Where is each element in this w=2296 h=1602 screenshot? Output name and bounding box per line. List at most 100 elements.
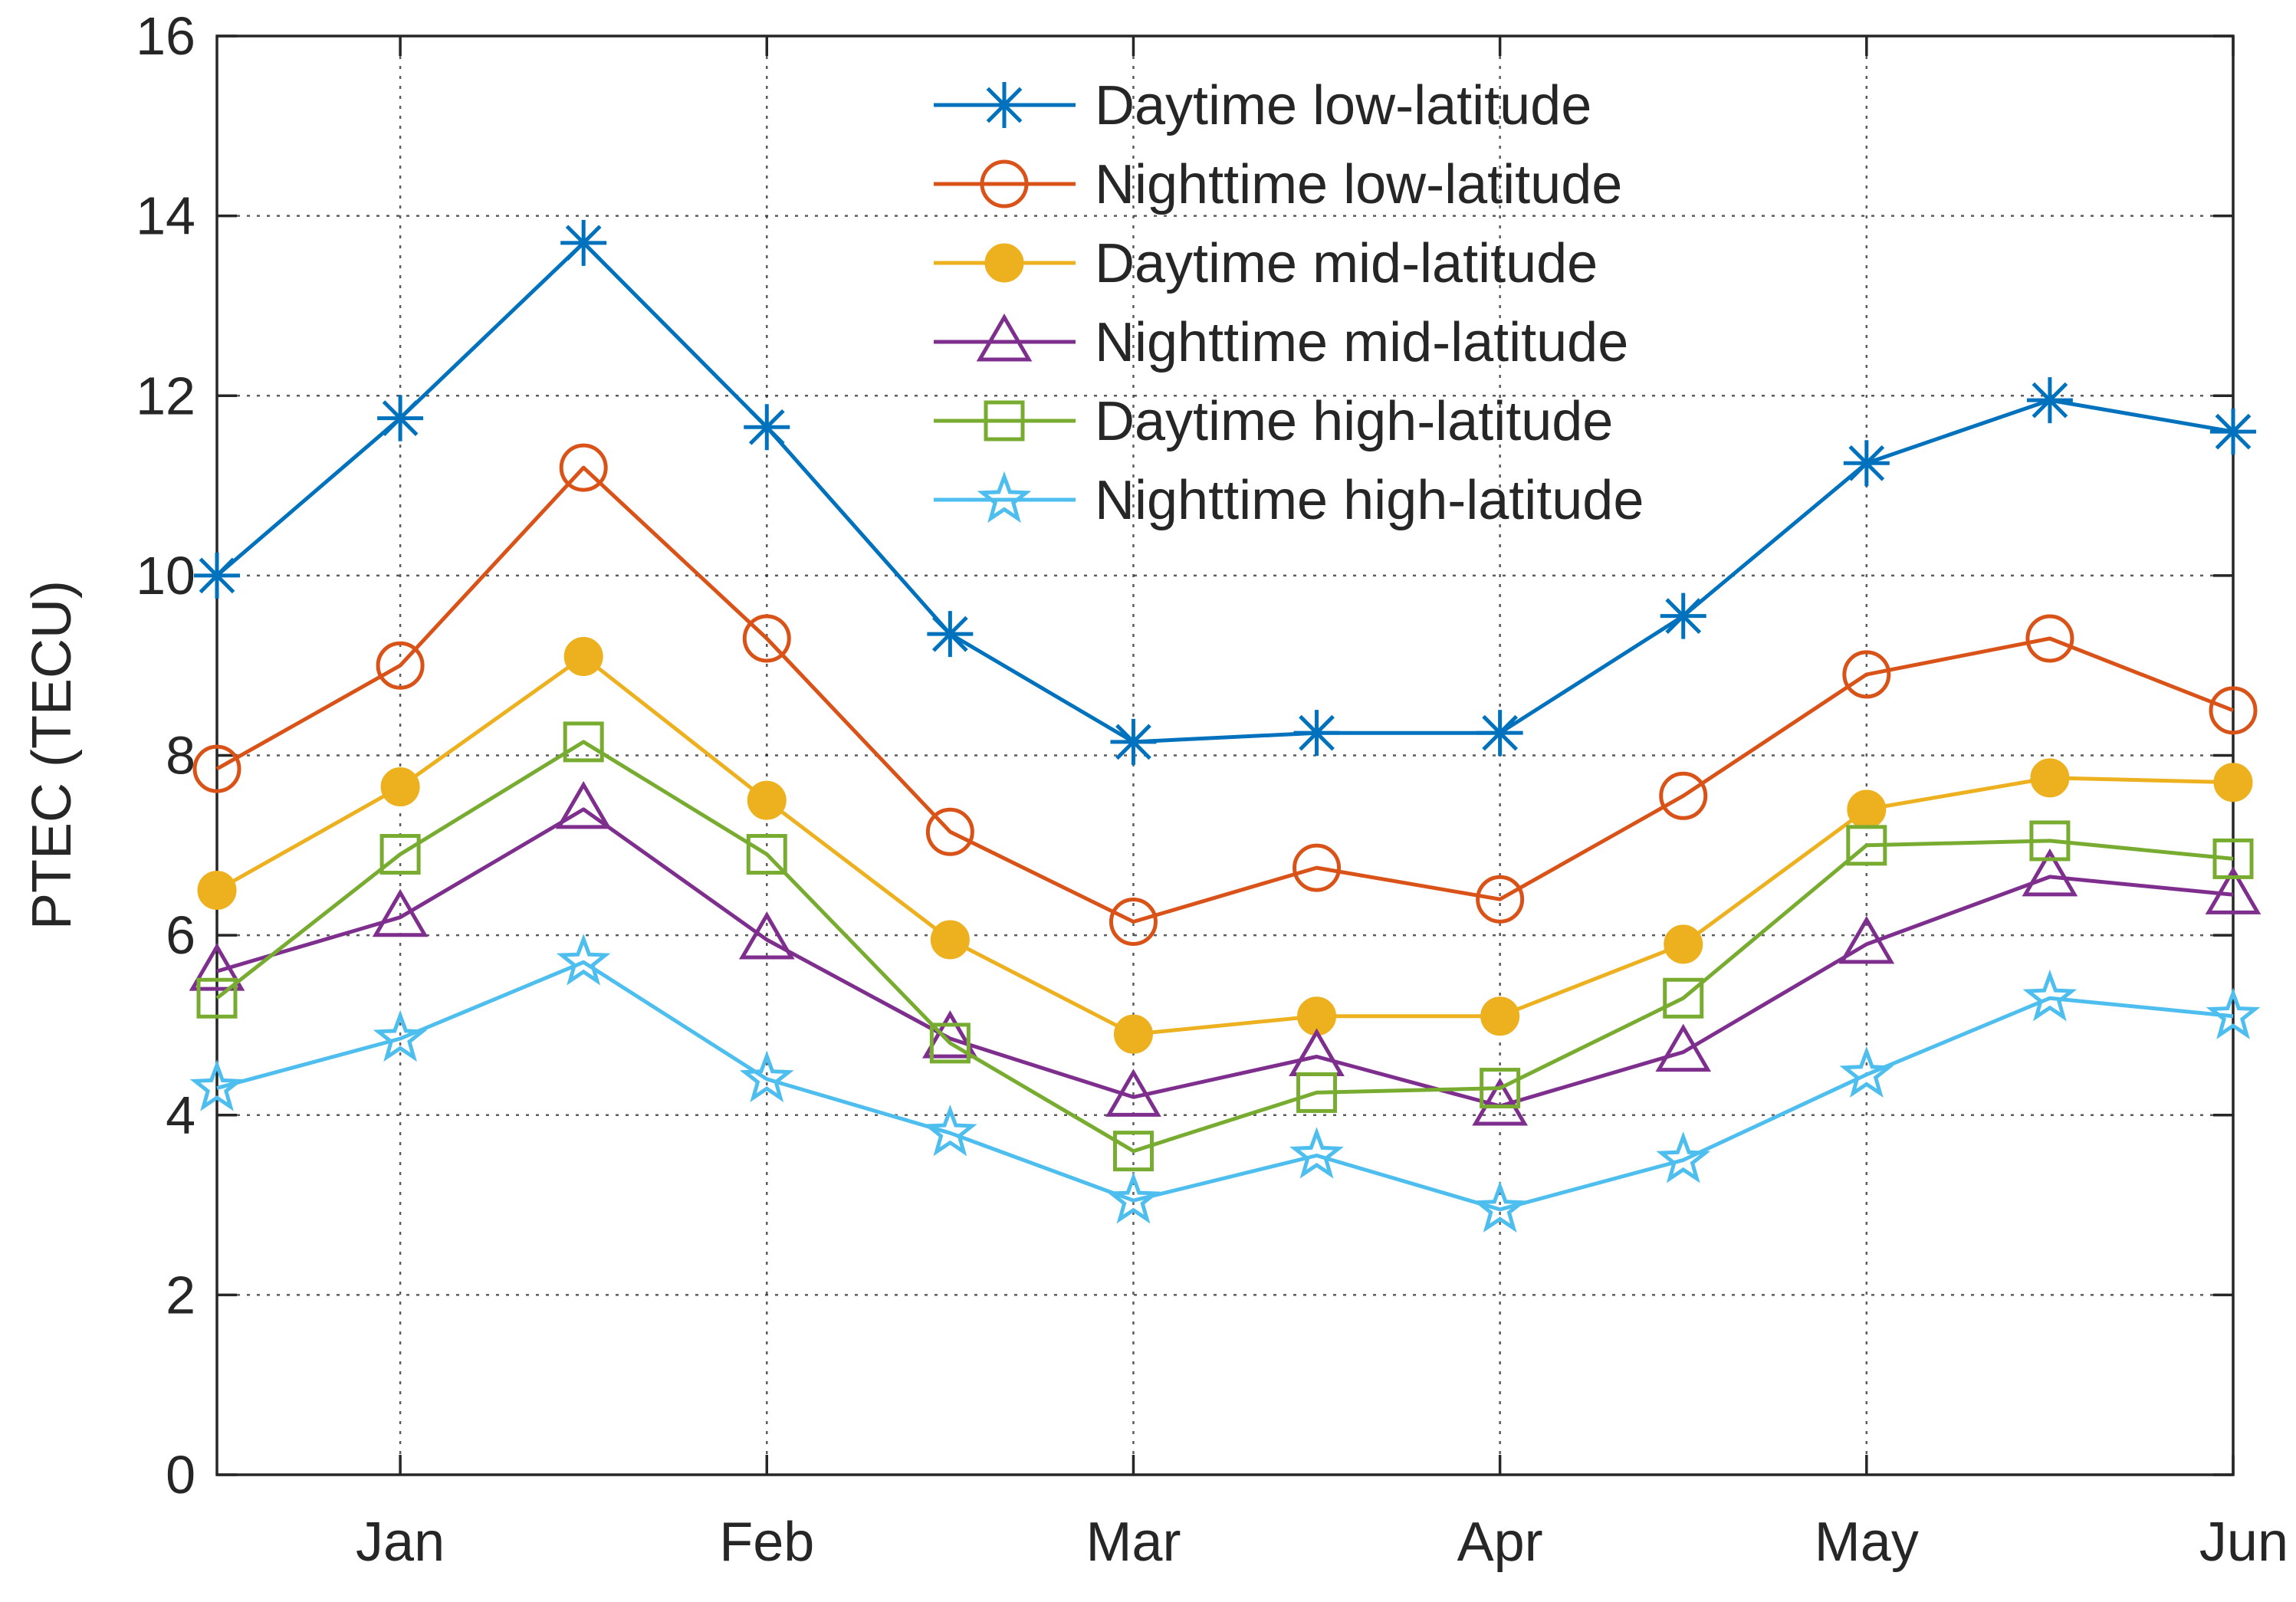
series-line (215, 241, 2234, 744)
data-point (1112, 1131, 1154, 1172)
data-point (2029, 820, 2071, 862)
y-tick-label: 0 (166, 1445, 195, 1505)
data-point (1293, 710, 1340, 757)
y-tick-label: 6 (166, 905, 195, 965)
y-tick-label: 16 (136, 6, 195, 66)
x-tick-label: Jun (2199, 1512, 2288, 1573)
data-point (2213, 763, 2253, 803)
series-5 (196, 721, 2254, 1172)
data-point (1113, 1014, 1153, 1054)
x-tick-label: Mar (1086, 1512, 1181, 1573)
data-point (1105, 1069, 1161, 1117)
legend-marker (984, 400, 1025, 442)
data-point (1663, 977, 1704, 1019)
legend-entry: Daytime low-latitude (934, 75, 1591, 136)
data-point (1476, 710, 1523, 757)
series-3 (197, 636, 2253, 1054)
data-point (1473, 1180, 1528, 1233)
data-point (2030, 758, 2070, 798)
legend-label: Nighttime mid-latitude (1095, 312, 1628, 373)
data-point (1472, 1078, 1528, 1126)
legend: Daytime low-latitude Nighttime low-latitu… (934, 75, 1644, 531)
data-point (2209, 686, 2258, 735)
data-point (930, 920, 970, 960)
data-point (196, 977, 238, 1019)
y-tick-label: 4 (166, 1085, 195, 1145)
data-point (1293, 843, 1342, 892)
data-point (1664, 924, 1703, 964)
data-point (373, 1009, 428, 1062)
data-point (1289, 1127, 1344, 1179)
data-point (922, 1104, 977, 1157)
legend-entry: Daytime high-latitude (934, 391, 1613, 452)
legend-label: Nighttime low-latitude (1095, 154, 1622, 215)
legend-entry: Nighttime mid-latitude (934, 312, 1628, 373)
data-point (738, 911, 795, 960)
data-point (559, 443, 608, 492)
data-point (2212, 838, 2254, 879)
y-tick-label: 10 (136, 546, 195, 606)
data-point (1110, 718, 1157, 765)
data-point (922, 1010, 978, 1059)
data-point (2025, 614, 2074, 663)
data-point (555, 780, 612, 829)
series-line (216, 960, 2234, 1212)
tick-labels: 0 2 4 6 8 10 12 14 16 Jan Feb Mar Apr May Jun (136, 6, 2288, 1573)
series-group (189, 219, 2262, 1233)
legend-entry: Nighttime low-latitude (934, 154, 1622, 215)
data-point (197, 870, 237, 910)
data-point (929, 1023, 971, 1064)
axes (215, 34, 2235, 1476)
data-point (739, 1050, 794, 1102)
data-point (377, 395, 424, 442)
data-point (1842, 650, 1891, 699)
data-point (192, 744, 241, 793)
data-point (925, 807, 974, 856)
legend-marker (977, 471, 1032, 524)
data-point (1109, 898, 1158, 947)
legend-label: Daytime high-latitude (1095, 391, 1613, 452)
data-point (927, 611, 974, 658)
series-line (215, 465, 2234, 924)
x-tick-label: Jan (356, 1512, 445, 1573)
data-point (2022, 969, 2078, 1022)
legend-entry: Daytime mid-latitude (934, 233, 1598, 294)
data-point (1480, 996, 1520, 1036)
data-point (1480, 1068, 1521, 1109)
x-tick-label: Feb (719, 1512, 814, 1573)
data-point (746, 834, 787, 875)
legend-marker (976, 314, 1033, 362)
data-point (2206, 987, 2261, 1039)
series-4 (189, 780, 2262, 1126)
data-point (1296, 1072, 1338, 1113)
data-point (376, 641, 425, 690)
legend-marker (981, 82, 1027, 128)
legend-entry: Nighttime high-latitude (934, 470, 1644, 531)
data-point (556, 934, 611, 986)
legend-label: Daytime low-latitude (1095, 75, 1591, 136)
data-point (1847, 790, 1887, 829)
data-point (1106, 1171, 1161, 1224)
series-2 (192, 443, 2258, 947)
data-point (747, 780, 787, 820)
y-axis-label: PTEC (TECU) (21, 580, 83, 930)
data-point (1660, 593, 1706, 639)
data-point (372, 888, 429, 937)
data-point (189, 1059, 245, 1111)
data-point (1839, 1046, 1894, 1098)
data-point (742, 614, 791, 663)
legend-marker (984, 243, 1024, 283)
data-point (1846, 825, 1887, 866)
data-point (2022, 848, 2078, 897)
data-point (563, 721, 604, 763)
series-line (216, 807, 2234, 1108)
data-point (1656, 1131, 1711, 1183)
y-tick-label: 2 (166, 1265, 195, 1325)
data-point (379, 834, 421, 875)
series-1 (194, 219, 2256, 765)
data-point (194, 552, 240, 599)
data-point (2210, 409, 2256, 455)
series-line (215, 655, 2234, 1036)
data-point (1476, 875, 1525, 924)
